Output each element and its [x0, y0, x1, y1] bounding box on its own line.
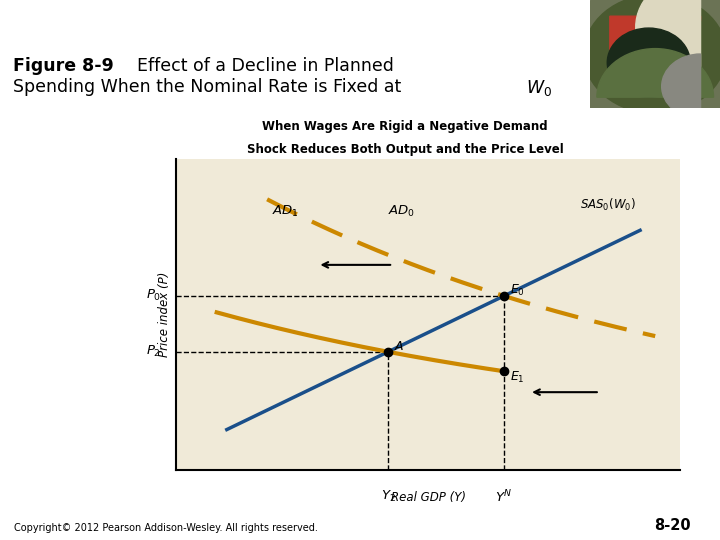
Circle shape: [584, 0, 720, 113]
Text: Spending When the Nominal Rate is Fixed at: Spending When the Nominal Rate is Fixed …: [13, 78, 407, 96]
Wedge shape: [610, 16, 701, 92]
Circle shape: [607, 28, 690, 97]
Wedge shape: [597, 49, 714, 97]
Text: Shock Reduces Both Output and the Price Level: Shock Reduces Both Output and the Price …: [247, 144, 563, 157]
Text: $P_2$: $P_2$: [146, 345, 161, 359]
Text: 8-20: 8-20: [654, 518, 691, 533]
Text: $SAS_0(W_0)$: $SAS_0(W_0)$: [580, 197, 636, 213]
Text: $E_1$: $E_1$: [510, 369, 525, 384]
Text: $P_0$: $P_0$: [146, 288, 161, 303]
Text: $AD_0$: $AD_0$: [388, 204, 415, 219]
Wedge shape: [636, 0, 701, 81]
Text: Figure 8-9: Figure 8-9: [13, 57, 114, 75]
Text: When Wages Are Rigid a Negative Demand: When Wages Are Rigid a Negative Demand: [262, 120, 548, 133]
Text: Copyright© 2012 Pearson Addison-Wesley. All rights reserved.: Copyright© 2012 Pearson Addison-Wesley. …: [14, 523, 318, 533]
Y-axis label: Price index (P): Price index (P): [158, 272, 171, 357]
Text: $W_0$: $W_0$: [526, 78, 552, 98]
Text: $A$: $A$: [394, 340, 405, 353]
Wedge shape: [662, 54, 701, 119]
Text: Effect of a Decline in Planned: Effect of a Decline in Planned: [126, 57, 394, 75]
Polygon shape: [590, 0, 720, 108]
X-axis label: Real GDP (Y): Real GDP (Y): [391, 491, 466, 504]
Text: $AD_1$: $AD_1$: [272, 204, 299, 219]
Text: $E_0$: $E_0$: [510, 284, 525, 299]
Text: $Y^N$: $Y^N$: [495, 488, 513, 505]
Text: $Y_2$: $Y_2$: [381, 488, 395, 503]
